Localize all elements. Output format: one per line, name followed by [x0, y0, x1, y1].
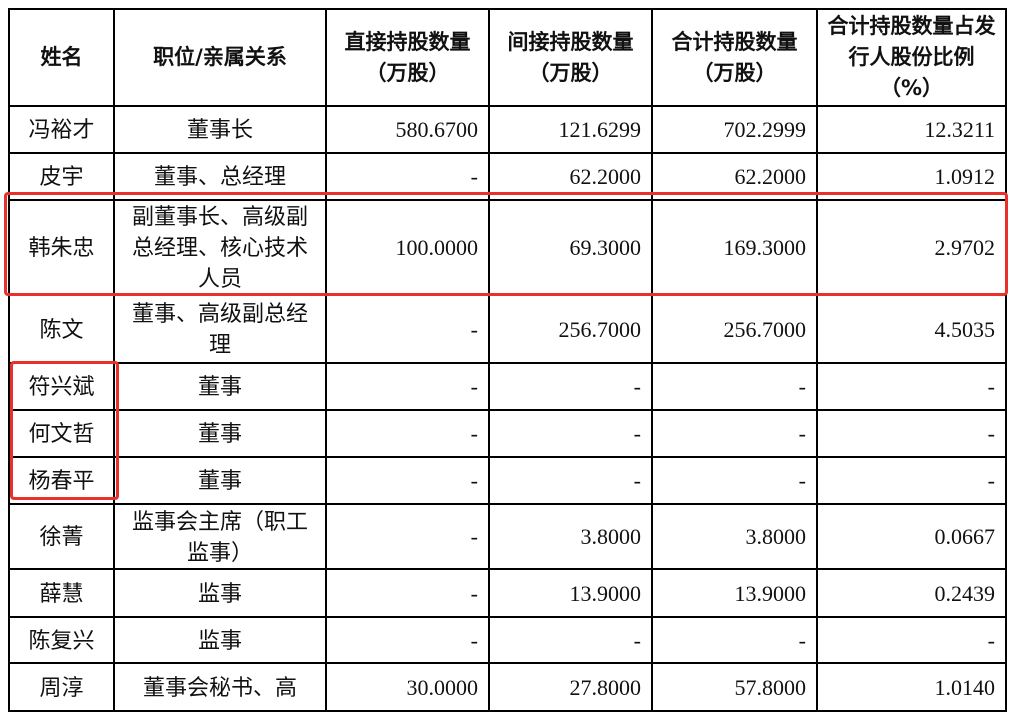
- cell-position: 董事、高级副总经理: [113, 294, 327, 364]
- table-row: 徐菁 监事会主席（职工监事） -3.8000 3.8000 0.0667: [8, 503, 1007, 570]
- table-row: 何文哲 董事 - - - -: [8, 409, 1007, 458]
- shareholding-table: 姓名 职位/亲属关系 直接持股数量（万股） 间接持股数量（万股） 合计持股数量（…: [8, 8, 1007, 712]
- cell-position: 监事: [113, 568, 327, 618]
- cell-indirect: 13.9000: [488, 568, 653, 618]
- cell-total: 3.8000: [651, 503, 818, 570]
- cell-ratio: 0.2439: [816, 568, 1007, 618]
- cell-indirect: 3.8000: [488, 503, 653, 570]
- table-row: 符兴斌 董事 - - - -: [8, 362, 1007, 411]
- cell-total: -: [651, 456, 818, 505]
- cell-position: 监事会主席（职工监事）: [113, 503, 327, 570]
- header-position: 职位/亲属关系: [113, 8, 327, 107]
- cell-name: 陈文: [8, 294, 115, 364]
- cell-position: 董事: [113, 362, 327, 411]
- cell-indirect: -: [488, 362, 653, 411]
- cell-total: 256.7000: [651, 294, 818, 364]
- cell-indirect: 62.2000: [488, 152, 653, 201]
- cell-ratio: -: [816, 362, 1007, 411]
- cell-direct: 580.6700: [325, 105, 490, 154]
- cell-ratio: 12.3211: [816, 105, 1007, 154]
- table-row: 韩朱忠 副董事长、高级副总经理、核心技术人员 100.0000 69.3000 169.…: [8, 199, 1007, 296]
- header-row: 姓名 职位/亲属关系 直接持股数量（万股） 间接持股数量（万股） 合计持股数量（…: [8, 8, 1007, 107]
- cell-direct: -: [325, 409, 490, 458]
- cell-total: -: [651, 362, 818, 411]
- header-total: 合计持股数量（万股）: [651, 8, 818, 107]
- cell-position: 董事长: [113, 105, 327, 154]
- table-row: 陈复兴 监事 - - - -: [8, 616, 1007, 664]
- table-row: 皮宇 董事、总经理 -62.2000 62.2000 1.0912: [8, 152, 1007, 201]
- cell-name: 薛慧: [8, 568, 115, 618]
- cell-direct: -: [325, 503, 490, 570]
- cell-ratio: -: [816, 616, 1007, 664]
- cell-position: 董事: [113, 456, 327, 505]
- cell-direct: 100.0000: [325, 199, 490, 296]
- header-indirect: 间接持股数量（万股）: [488, 8, 653, 107]
- cell-name: 皮宇: [8, 152, 115, 201]
- cell-ratio: 2.9702: [816, 199, 1007, 296]
- table-row: 陈文 董事、高级副总经理 -256.7000 256.7000 4.5035: [8, 294, 1007, 364]
- cell-indirect: 27.8000: [488, 662, 653, 712]
- header-name: 姓名: [8, 8, 115, 107]
- cell-name: 何文哲: [8, 409, 115, 458]
- cell-name: 杨春平: [8, 456, 115, 505]
- cell-position: 监事: [113, 616, 327, 664]
- cell-name: 徐菁: [8, 503, 115, 570]
- cell-ratio: 4.5035: [816, 294, 1007, 364]
- cell-name: 周淳: [8, 662, 115, 712]
- cell-total: 57.8000: [651, 662, 818, 712]
- cell-position: 董事: [113, 409, 327, 458]
- cell-position: 董事会秘书、高: [113, 662, 327, 712]
- table-row: 薛慧 监事 -13.9000 13.9000 0.2439: [8, 568, 1007, 618]
- cell-name: 韩朱忠: [8, 199, 115, 296]
- cell-indirect: 121.6299: [488, 105, 653, 154]
- cell-position: 副董事长、高级副总经理、核心技术人员: [113, 199, 327, 296]
- cell-ratio: 1.0140: [816, 662, 1007, 712]
- cell-ratio: -: [816, 456, 1007, 505]
- cell-indirect: 256.7000: [488, 294, 653, 364]
- table-row: 冯裕才 董事长 580.6700 121.6299 702.2999 12.3211: [8, 105, 1007, 154]
- cell-total: -: [651, 616, 818, 664]
- cell-indirect: -: [488, 456, 653, 505]
- header-ratio: 合计持股数量占发行人股份比例（%）: [816, 8, 1007, 107]
- cell-indirect: -: [488, 409, 653, 458]
- cell-name: 陈复兴: [8, 616, 115, 664]
- cell-direct: -: [325, 456, 490, 505]
- cell-direct: -: [325, 362, 490, 411]
- cell-total: 169.3000: [651, 199, 818, 296]
- cell-ratio: 1.0912: [816, 152, 1007, 201]
- cell-direct: -: [325, 294, 490, 364]
- cell-indirect: 69.3000: [488, 199, 653, 296]
- cell-indirect: -: [488, 616, 653, 664]
- cell-position: 董事、总经理: [113, 152, 327, 201]
- cell-total: 13.9000: [651, 568, 818, 618]
- table-row: 杨春平 董事 - - - -: [8, 456, 1007, 505]
- cell-name: 符兴斌: [8, 362, 115, 411]
- cell-ratio: -: [816, 409, 1007, 458]
- table-row: 周淳 董事会秘书、高 30.0000 27.8000 57.8000 1.0140: [8, 662, 1007, 712]
- cell-ratio: 0.0667: [816, 503, 1007, 570]
- cell-total: 702.2999: [651, 105, 818, 154]
- cell-name: 冯裕才: [8, 105, 115, 154]
- cell-total: -: [651, 409, 818, 458]
- cell-direct: -: [325, 152, 490, 201]
- cell-direct: 30.0000: [325, 662, 490, 712]
- cell-direct: -: [325, 568, 490, 618]
- header-direct: 直接持股数量（万股）: [325, 8, 490, 107]
- cell-direct: -: [325, 616, 490, 664]
- cell-total: 62.2000: [651, 152, 818, 201]
